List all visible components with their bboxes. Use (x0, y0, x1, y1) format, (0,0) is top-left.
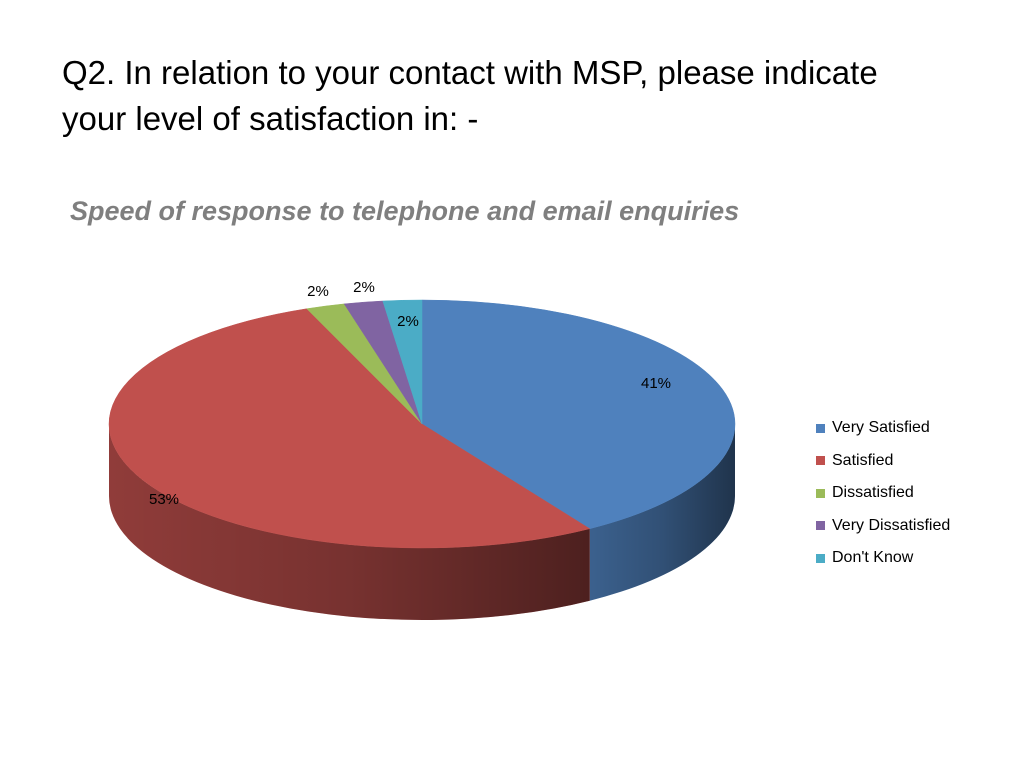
legend-label: Dissatisfied (832, 484, 914, 502)
legend-swatch (816, 521, 825, 531)
legend-item-dissatisfied: Dissatisfied (816, 477, 950, 510)
pie-slice-satisfied (108, 308, 591, 549)
data-label-dissatisfied: 2% (307, 283, 329, 300)
pie-data-labels: 41% 53% 2% 2% 2% (149, 279, 671, 508)
slide-title: Q2. In relation to your contact with MSP… (62, 54, 878, 137)
data-label-satisfied: 53% (149, 491, 179, 508)
legend-item-very-dissatisfied: Very Dissatisfied (816, 510, 950, 543)
legend-item-very-satisfied: Very Satisfied (816, 412, 950, 445)
pie-slice-very-satisfied (421, 299, 736, 529)
data-label-don-t-know: 2% (397, 313, 419, 330)
data-label-very-satisfied: 41% (641, 375, 671, 392)
legend-label: Very Satisfied (832, 419, 930, 437)
legend-swatch (816, 488, 825, 498)
legend-swatch (816, 423, 825, 433)
legend-label: Very Dissatisfied (832, 516, 951, 534)
pie-slice-don-t-know (382, 299, 423, 425)
legend-label: Satisfied (832, 451, 894, 469)
chart-title: Speed of response to telephone and email… (70, 196, 740, 226)
legend-item-satisfied: Satisfied (816, 445, 950, 478)
pie-side-very-satisfied-shade (589, 424, 735, 601)
legend-swatch (816, 553, 825, 563)
legend-item-don-t-know: Don't Know (816, 542, 950, 575)
data-label-very-dissatisfied: 2% (353, 279, 375, 296)
pie-side-satisfied-shade (108, 424, 590, 620)
chart-legend: Very Satisfied Satisfied Dissatisfied Very … (816, 412, 950, 575)
legend-label: Don't Know (832, 549, 914, 567)
pie-top (108, 299, 736, 549)
legend-swatch (816, 456, 825, 466)
pie-sides (108, 424, 735, 620)
